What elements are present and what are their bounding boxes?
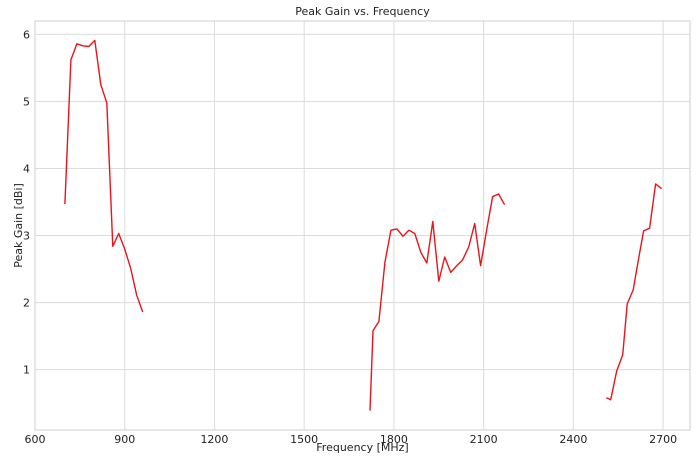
y-tick-label: 1 <box>23 364 30 377</box>
x-axis-label: Frequency [MHz] <box>316 441 408 454</box>
gain-line-segment-2 <box>369 193 506 411</box>
x-tick-labels: 600 900 1200 1500 1800 2100 2400 2700 <box>25 433 678 446</box>
y-tick-label: 3 <box>23 230 30 243</box>
x-tick-label: 2700 <box>649 433 677 446</box>
gain-line-segment-1 <box>64 39 144 313</box>
x-tick-label: 900 <box>114 433 135 446</box>
y-tick-label: 2 <box>23 297 30 310</box>
chart-title: Peak Gain vs. Frequency <box>295 5 430 18</box>
x-tick-label: 1800 <box>380 433 408 446</box>
gain-line-segment-3 <box>606 183 663 401</box>
x-tick-label: 1500 <box>290 433 318 446</box>
x-tick-label: 2100 <box>470 433 498 446</box>
y-tick-label: 5 <box>23 95 30 108</box>
grid-lines <box>34 21 690 430</box>
plot-frame <box>34 20 691 431</box>
x-tick-label: 2400 <box>559 433 587 446</box>
data-lines <box>64 39 663 411</box>
y-tick-label: 6 <box>23 28 30 41</box>
x-tick-label: 600 <box>25 433 46 446</box>
y-tick-labels: 1 2 3 4 5 6 <box>23 28 30 376</box>
x-tick-label: 1200 <box>200 433 228 446</box>
y-axis-label: Peak Gain [dBi] <box>12 183 25 268</box>
y-tick-label: 4 <box>23 163 30 176</box>
